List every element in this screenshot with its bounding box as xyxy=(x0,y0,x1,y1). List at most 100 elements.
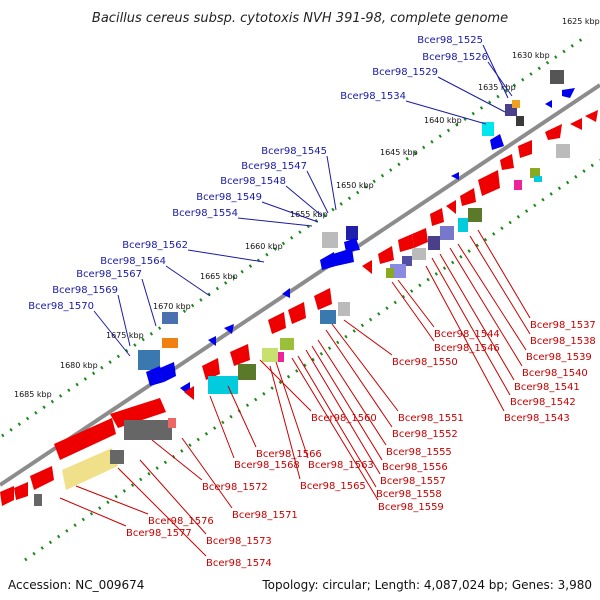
forward-gene[interactable] xyxy=(230,344,250,366)
forward-gene[interactable] xyxy=(34,494,42,506)
gene-label[interactable]: Bcer98_1540 xyxy=(522,368,588,379)
forward-gene[interactable] xyxy=(288,302,306,324)
forward-gene[interactable] xyxy=(458,218,468,232)
forward-gene[interactable] xyxy=(398,234,414,252)
reverse-gene[interactable] xyxy=(344,238,360,252)
forward-gene[interactable] xyxy=(278,352,284,362)
reverse-gene[interactable] xyxy=(322,232,338,248)
gene-label[interactable]: Bcer98_1547 xyxy=(241,161,307,172)
forward-gene[interactable] xyxy=(62,448,118,490)
gene-label[interactable]: Bcer98_1571 xyxy=(232,510,298,521)
reverse-gene[interactable] xyxy=(451,172,459,180)
reverse-gene[interactable] xyxy=(482,122,494,136)
forward-gene[interactable] xyxy=(184,386,194,400)
forward-gene[interactable] xyxy=(54,418,116,460)
gene-label[interactable]: Bcer98_1562 xyxy=(122,240,188,251)
forward-gene[interactable] xyxy=(478,170,500,196)
forward-gene[interactable] xyxy=(0,486,14,506)
forward-gene[interactable] xyxy=(518,140,532,158)
forward-gene[interactable] xyxy=(110,450,124,464)
gene-label[interactable]: Bcer98_1574 xyxy=(206,558,272,569)
forward-gene[interactable] xyxy=(338,302,350,316)
gene-label[interactable]: Bcer98_1560 xyxy=(311,413,377,424)
gene-label[interactable]: Bcer98_1573 xyxy=(206,536,272,547)
forward-gene[interactable] xyxy=(440,226,454,240)
forward-gene[interactable] xyxy=(280,338,294,350)
gene-label[interactable]: Bcer98_1568 xyxy=(234,460,300,471)
forward-gene[interactable] xyxy=(378,246,394,264)
gene-label[interactable]: Bcer98_1550 xyxy=(392,357,458,368)
gene-label[interactable]: Bcer98_1577 xyxy=(126,528,192,539)
forward-gene[interactable] xyxy=(314,288,332,310)
forward-gene[interactable] xyxy=(30,466,54,490)
reverse-gene[interactable] xyxy=(146,366,164,386)
forward-gene[interactable] xyxy=(268,312,286,334)
forward-gene[interactable] xyxy=(428,236,440,250)
forward-gene[interactable] xyxy=(545,124,562,140)
reverse-gene[interactable] xyxy=(550,70,564,84)
forward-gene[interactable] xyxy=(460,188,476,206)
gene-label[interactable]: Bcer98_1529 xyxy=(372,67,438,78)
reverse-gene[interactable] xyxy=(208,336,216,346)
reverse-gene[interactable] xyxy=(516,116,524,126)
gene-label[interactable]: Bcer98_1576 xyxy=(148,516,214,527)
gene-label[interactable]: Bcer98_1567 xyxy=(76,269,142,280)
forward-gene[interactable] xyxy=(585,110,598,122)
forward-gene[interactable] xyxy=(320,310,336,324)
forward-gene[interactable] xyxy=(402,256,412,266)
gene-label[interactable]: Bcer98_1543 xyxy=(504,413,570,424)
gene-label[interactable]: Bcer98_1554 xyxy=(172,208,238,219)
gene-label[interactable]: Bcer98_1558 xyxy=(376,489,442,500)
forward-gene[interactable] xyxy=(570,118,582,130)
gene-label[interactable]: Bcer98_1534 xyxy=(340,91,406,102)
forward-gene[interactable] xyxy=(446,200,456,214)
reverse-gene[interactable] xyxy=(346,226,358,240)
forward-gene[interactable] xyxy=(530,168,540,178)
gene-label[interactable]: Bcer98_1542 xyxy=(510,397,576,408)
gene-label[interactable]: Bcer98_1552 xyxy=(392,429,458,440)
gene-label[interactable]: Bcer98_1539 xyxy=(526,352,592,363)
gene-label[interactable]: Bcer98_1556 xyxy=(382,462,448,473)
reverse-gene[interactable] xyxy=(320,252,336,270)
reverse-gene[interactable] xyxy=(138,350,160,370)
reverse-gene[interactable] xyxy=(282,288,290,298)
reverse-gene[interactable] xyxy=(224,324,234,334)
forward-gene[interactable] xyxy=(412,228,428,248)
reverse-gene[interactable] xyxy=(333,248,354,266)
forward-gene[interactable] xyxy=(208,376,238,394)
forward-gene[interactable] xyxy=(386,268,394,278)
reverse-gene[interactable] xyxy=(160,362,176,382)
forward-gene[interactable] xyxy=(514,180,522,190)
forward-gene[interactable] xyxy=(556,144,570,158)
gene-label[interactable]: Bcer98_1537 xyxy=(530,320,596,331)
gene-label[interactable]: Bcer98_1559 xyxy=(378,502,444,513)
gene-label[interactable]: Bcer98_1545 xyxy=(261,146,327,157)
forward-gene[interactable] xyxy=(430,208,444,226)
forward-gene[interactable] xyxy=(168,418,176,428)
forward-gene[interactable] xyxy=(124,420,172,440)
gene-label[interactable]: Bcer98_1563 xyxy=(308,460,374,471)
reverse-gene[interactable] xyxy=(512,100,520,108)
gene-label[interactable]: Bcer98_1546 xyxy=(434,343,500,354)
reverse-gene[interactable] xyxy=(545,100,552,108)
gene-label[interactable]: Bcer98_1570 xyxy=(28,301,94,312)
forward-gene[interactable] xyxy=(468,208,482,222)
reverse-gene[interactable] xyxy=(162,312,178,324)
forward-gene[interactable] xyxy=(500,154,514,170)
forward-gene[interactable] xyxy=(262,348,278,362)
forward-gene[interactable] xyxy=(362,260,372,274)
gene-label[interactable]: Bcer98_1526 xyxy=(422,52,488,63)
gene-label[interactable]: Bcer98_1565 xyxy=(300,481,366,492)
gene-label[interactable]: Bcer98_1525 xyxy=(417,35,483,46)
gene-label[interactable]: Bcer98_1538 xyxy=(530,336,596,347)
forward-gene[interactable] xyxy=(202,358,220,380)
forward-gene[interactable] xyxy=(238,364,256,380)
reverse-gene[interactable] xyxy=(562,88,575,98)
reverse-gene[interactable] xyxy=(162,338,178,348)
gene-label[interactable]: Bcer98_1564 xyxy=(100,256,166,267)
gene-label[interactable]: Bcer98_1557 xyxy=(380,476,446,487)
forward-gene[interactable] xyxy=(534,176,542,182)
gene-label[interactable]: Bcer98_1544 xyxy=(434,329,500,340)
reverse-gene[interactable] xyxy=(490,134,504,150)
gene-label[interactable]: Bcer98_1549 xyxy=(196,192,262,203)
